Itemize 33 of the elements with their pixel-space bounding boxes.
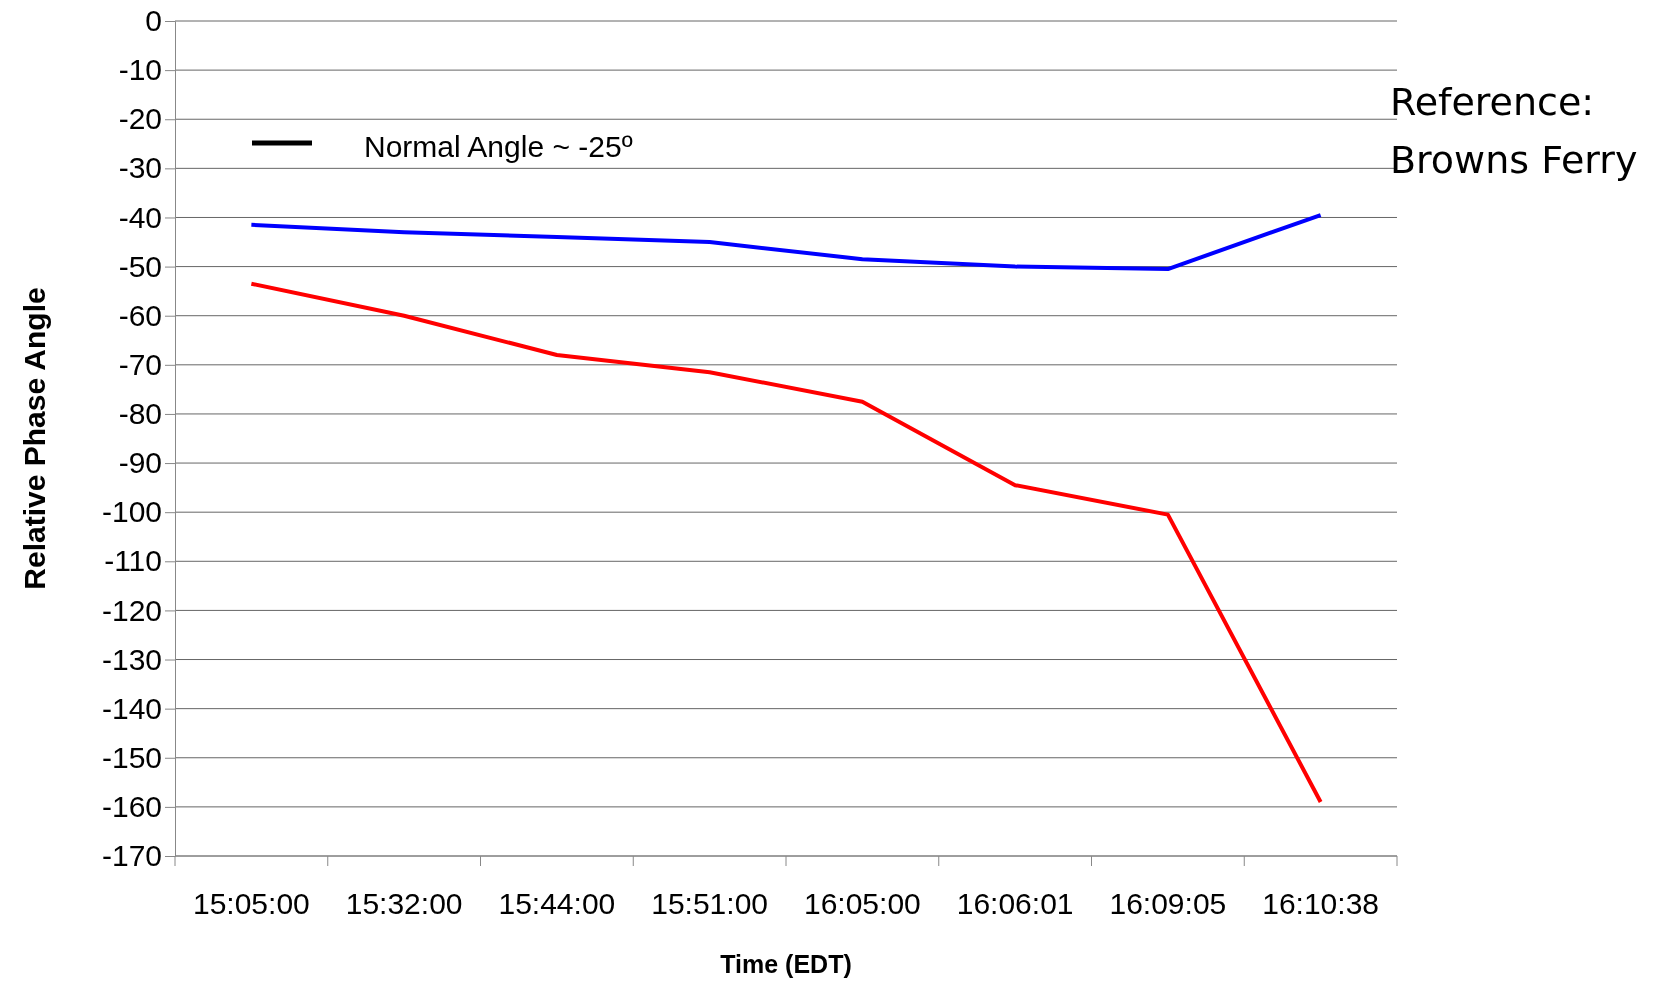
y-tick-label: -100 <box>101 495 162 529</box>
y-tick-label: -20 <box>118 102 162 136</box>
y-tick-label: -70 <box>118 347 162 381</box>
y-tick-label: -80 <box>118 397 162 431</box>
x-tick-label: 15:05:00 <box>192 887 310 920</box>
annotation: Normal Angle ~ -25º <box>364 130 633 163</box>
y-tick-label: -150 <box>101 740 162 774</box>
y-axis-title: Relative Phase Angle <box>18 287 51 590</box>
x-tick-label: 15:32:00 <box>345 887 463 920</box>
y-tick-label: -170 <box>101 839 162 873</box>
y-tick-label: -30 <box>118 151 162 185</box>
annotation: Reference: <box>1390 80 1595 124</box>
line-series <box>249 281 1323 804</box>
y-tick-label: -110 <box>104 544 162 578</box>
line-series <box>249 213 1323 272</box>
x-tick-label: 15:51:00 <box>651 887 769 920</box>
y-tick-label: -40 <box>118 200 162 234</box>
x-tick-label: 16:10:38 <box>1262 887 1380 920</box>
x-tick-label: 15:44:00 <box>498 887 616 920</box>
y-tick-label: -90 <box>118 446 162 480</box>
y-tick-label: -160 <box>101 789 162 823</box>
x-axis-title: Time (EDT) <box>720 950 852 978</box>
y-tick-label: 0 <box>145 4 162 38</box>
y-tick-label: -130 <box>101 642 162 676</box>
y-tick-label: -50 <box>118 249 162 283</box>
y-tick-label: -60 <box>118 298 162 332</box>
y-tick-label: -10 <box>118 53 162 87</box>
x-tick-label: 16:05:00 <box>803 887 921 920</box>
annotation: Browns Ferry <box>1390 138 1638 182</box>
x-tick-label: 16:09:05 <box>1109 887 1227 920</box>
y-tick-label: -120 <box>101 593 162 627</box>
x-tick-label: 16:06:01 <box>956 887 1074 920</box>
y-tick-label: -140 <box>101 691 162 725</box>
